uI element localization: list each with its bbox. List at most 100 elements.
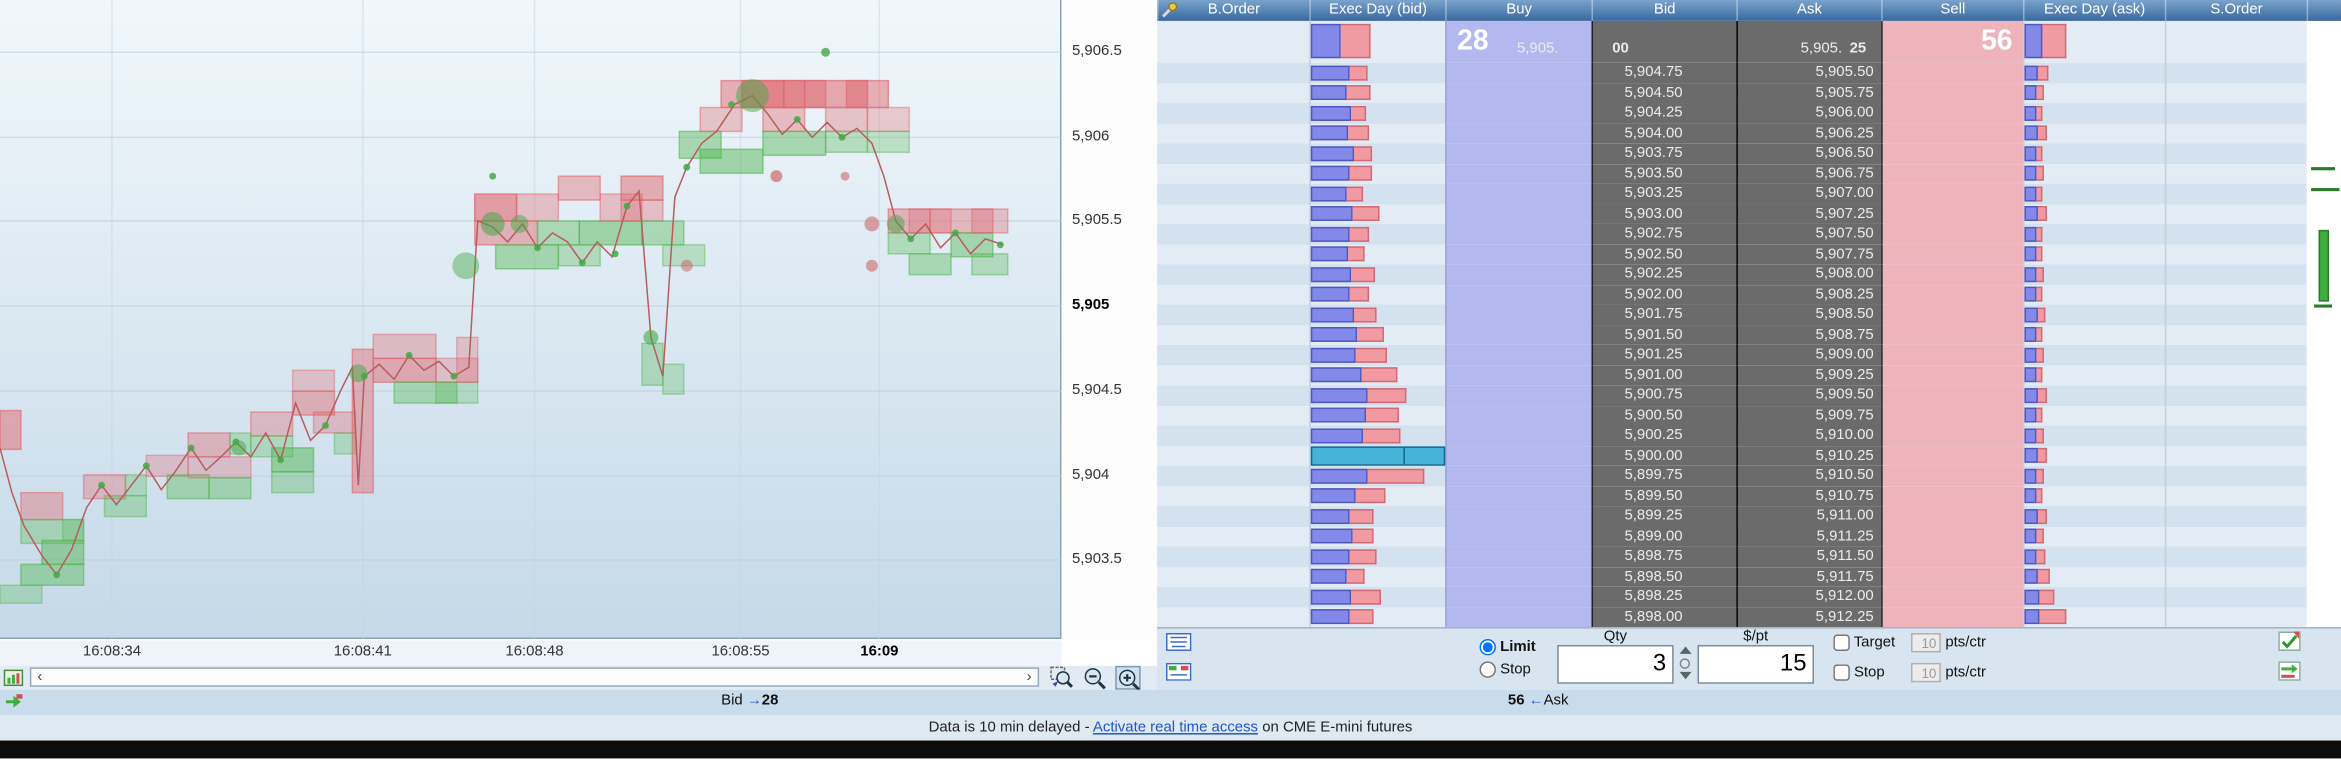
- buy-order-cell[interactable]: [1157, 486, 1309, 506]
- exec-bid-cell[interactable]: [1309, 546, 1445, 567]
- buy-qty-cell[interactable]: [1445, 344, 1592, 366]
- buy-order-cell[interactable]: [1157, 143, 1309, 163]
- buy-qty-cell[interactable]: 28: [1445, 20, 1592, 63]
- sell-qty-cell[interactable]: [1881, 264, 2023, 285]
- exec-ask-cell[interactable]: [2022, 223, 2165, 245]
- ask-price-cell[interactable]: 5,910.75: [1736, 485, 1882, 507]
- bid-price-cell[interactable]: 5,900.00: [1591, 445, 1737, 466]
- sell-qty-cell[interactable]: [1881, 103, 2023, 124]
- buy-qty-cell[interactable]: [1445, 465, 1592, 486]
- sell-order-cell[interactable]: [2164, 244, 2307, 265]
- ask-price-cell[interactable]: 5,905.75: [1736, 82, 1882, 104]
- sell-order-cell[interactable]: [2164, 183, 2307, 204]
- sell-qty-cell[interactable]: [1881, 425, 2023, 446]
- buy-order-cell[interactable]: [1157, 284, 1309, 304]
- buy-order-cell[interactable]: [1157, 204, 1309, 224]
- buy-qty-cell[interactable]: [1445, 566, 1592, 587]
- bid-price-cell[interactable]: 5,904.00: [1591, 123, 1737, 144]
- buy-order-cell[interactable]: [1157, 365, 1309, 385]
- exec-ask-cell[interactable]: [2022, 264, 2165, 285]
- sell-qty-cell[interactable]: [1881, 244, 2023, 265]
- ask-price-cell[interactable]: 5,906.00: [1736, 103, 1882, 124]
- zoom-out-icon[interactable]: [1082, 666, 1107, 690]
- exec-bid-cell[interactable]: [1309, 223, 1445, 245]
- sell-qty-cell[interactable]: [1881, 385, 2023, 406]
- buy-order-cell[interactable]: [1157, 21, 1309, 63]
- buy-qty-cell[interactable]: [1445, 526, 1592, 547]
- bid-price-cell[interactable]: 5,904.25: [1591, 103, 1737, 124]
- sell-qty-cell[interactable]: [1881, 506, 2023, 527]
- buy-order-cell[interactable]: [1157, 63, 1309, 83]
- keyboard-icon[interactable]: [1166, 633, 1192, 655]
- best-bid-price[interactable]: 5,905. 00: [1517, 20, 1737, 63]
- buy-order-cell[interactable]: [1157, 506, 1309, 526]
- sell-order-cell[interactable]: [2164, 506, 2307, 527]
- sell-qty-cell[interactable]: [1881, 465, 2023, 486]
- buy-qty-cell[interactable]: [1445, 586, 1592, 607]
- sell-qty-cell[interactable]: [1881, 82, 2023, 104]
- ask-price-cell[interactable]: 5,912.25: [1736, 606, 1882, 628]
- ask-price-cell[interactable]: 5,907.25: [1736, 203, 1882, 224]
- exec-ask-cell[interactable]: [2022, 526, 2165, 547]
- sell-qty-cell[interactable]: [1881, 485, 2023, 507]
- buy-qty-cell[interactable]: [1445, 506, 1592, 527]
- bid-price-cell[interactable]: 5,902.75: [1591, 223, 1737, 245]
- exec-bid-cell[interactable]: [1309, 244, 1445, 265]
- column-header-sell[interactable]: Sell: [1881, 0, 2023, 21]
- bid-price-cell[interactable]: 5,901.25: [1591, 344, 1737, 366]
- bid-price-cell[interactable]: 5,898.75: [1591, 546, 1737, 567]
- bid-price-cell[interactable]: 5,899.75: [1591, 465, 1737, 486]
- sell-order-cell[interactable]: [2164, 485, 2307, 507]
- exec-ask-cell[interactable]: [2022, 465, 2165, 486]
- exec-ask-cell[interactable]: [2022, 123, 2165, 144]
- exec-ask-cell[interactable]: [2022, 385, 2165, 406]
- buy-qty-cell[interactable]: [1445, 143, 1592, 164]
- exec-ask-cell[interactable]: [2022, 425, 2165, 446]
- chart-settings-icon[interactable]: [3, 667, 25, 688]
- column-header-exec-day-ask-[interactable]: Exec Day (ask): [2022, 0, 2165, 21]
- exec-bid-cell[interactable]: [1309, 62, 1445, 83]
- ask-price-cell[interactable]: 5,907.50: [1736, 223, 1882, 245]
- sell-order-cell[interactable]: [2164, 264, 2307, 285]
- limit-order-option[interactable]: Limit: [1479, 638, 1536, 656]
- best-ask-price[interactable]: 5,905. 25: [1736, 20, 1882, 63]
- scroll-right-icon[interactable]: ›: [1026, 668, 1032, 686]
- exec-bid-cell[interactable]: [1309, 103, 1445, 124]
- stop-order-option[interactable]: Stop: [1479, 661, 1531, 678]
- bid-price-cell[interactable]: 5,901.50: [1591, 324, 1737, 345]
- qty-stepper-knob[interactable]: [1679, 657, 1691, 669]
- bid-price-cell[interactable]: 5,898.50: [1591, 566, 1737, 587]
- qty-input[interactable]: [1557, 644, 1674, 684]
- bid-price-cell[interactable]: 5,900.75: [1591, 385, 1737, 406]
- bid-price-cell[interactable]: 5,904.50: [1591, 82, 1737, 104]
- sell-order-cell[interactable]: [2164, 103, 2307, 124]
- exec-bid-cell[interactable]: [1309, 566, 1445, 587]
- exec-bid-cell[interactable]: [1309, 82, 1445, 104]
- buy-order-cell[interactable]: [1157, 526, 1309, 546]
- buy-order-cell[interactable]: [1157, 546, 1309, 566]
- bid-price-cell[interactable]: 5,899.00: [1591, 526, 1737, 547]
- sell-order-cell[interactable]: [2164, 223, 2307, 245]
- bid-price-cell[interactable]: 5,903.50: [1591, 163, 1737, 184]
- exec-ask-cell[interactable]: [2022, 405, 2165, 426]
- exec-ask-cell[interactable]: [2022, 143, 2165, 164]
- buy-qty-cell[interactable]: [1445, 546, 1592, 567]
- ask-price-cell[interactable]: 5,910.00: [1736, 425, 1882, 446]
- tools-icon[interactable]: [1160, 1, 1178, 23]
- sell-order-cell[interactable]: [2164, 385, 2307, 406]
- zoom-select-icon[interactable]: [1050, 666, 1075, 690]
- exec-bid-cell[interactable]: [1309, 203, 1445, 224]
- buy-order-cell[interactable]: [1157, 466, 1309, 486]
- buy-order-cell[interactable]: [1157, 305, 1309, 325]
- exec-bid-cell[interactable]: [1309, 324, 1445, 345]
- stoploss-checkbox[interactable]: [1833, 664, 1850, 681]
- buy-order-cell[interactable]: [1157, 587, 1309, 607]
- exec-bid-cell[interactable]: [1309, 586, 1445, 607]
- ask-price-cell[interactable]: 5,909.50: [1736, 385, 1882, 406]
- column-header-bid[interactable]: Bid: [1591, 0, 1737, 21]
- buy-qty-cell[interactable]: [1445, 264, 1592, 285]
- buy-qty-cell[interactable]: [1445, 324, 1592, 345]
- buy-order-cell[interactable]: [1157, 103, 1309, 123]
- buy-qty-cell[interactable]: [1445, 183, 1592, 204]
- sell-order-cell[interactable]: [2164, 284, 2307, 305]
